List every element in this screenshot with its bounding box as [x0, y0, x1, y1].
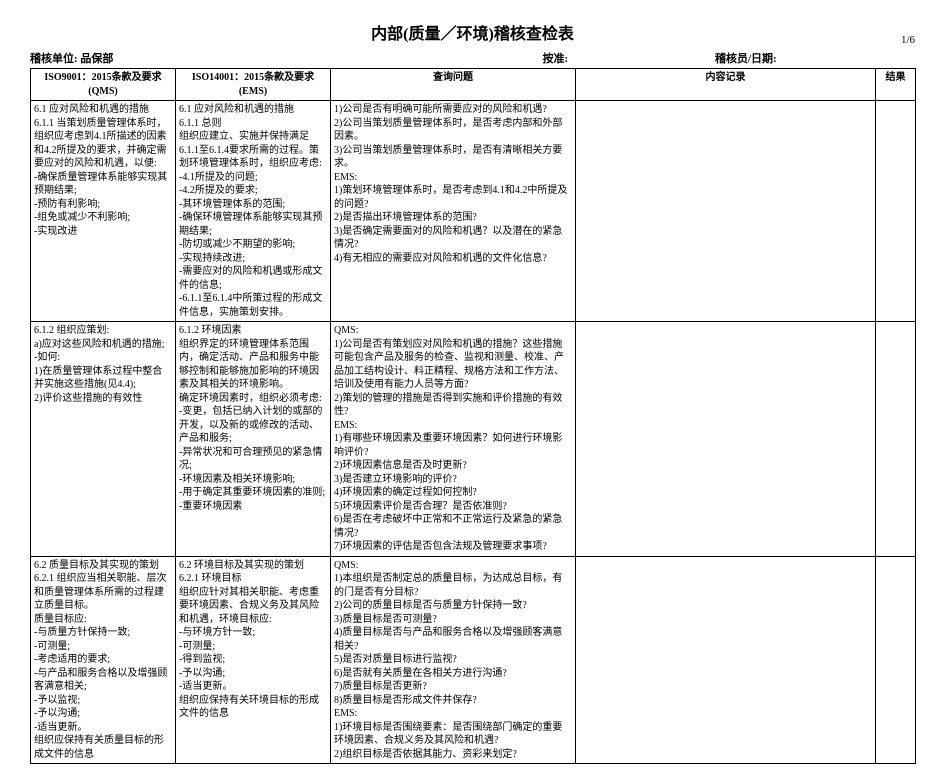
cell-text: QMS: 1)本组织是否制定总的质量目标，为达成总目标，有的门是否有分目标? 2…	[334, 559, 572, 762]
cell-text: 6.1 应对风险和机遇的措施 6.1.1 当策划质量管理体系时，组织应考虑到4.…	[34, 103, 172, 238]
audit-check-table: ISO9001：2015条款及要求(QMS) ISO14001：2015条款及要…	[30, 68, 916, 764]
cell-result	[876, 556, 916, 764]
cell-qms: 6.1 应对风险和机遇的措施 6.1.1 当策划质量管理体系时，组织应考虑到4.…	[31, 101, 176, 322]
cell-question: QMS: 1)公司是否有策划应对风险和机遇的措施？这些措施可能包含产品及服务的检…	[331, 322, 576, 557]
col-header-question: 查询问题	[331, 69, 576, 101]
col-header-ems: ISO14001：2015条款及要求(EMS)	[176, 69, 331, 101]
unit-value: 品保部	[80, 53, 113, 65]
header-info-row: 稽核单位: 品保部 按准: 稽核员/日期:	[30, 50, 915, 66]
col-header-result: 结果	[876, 69, 916, 101]
cell-text: 6.2 质量目标及其实现的策划 6.2.1 组织应当相关职能、层次和质量管理体系…	[34, 559, 172, 762]
cell-ems: 6.2 环境目标及其实现的策划 6.2.1 环境目标 组织应针对其相关职能、考虑…	[176, 556, 331, 764]
cell-qms: 6.1.2 组织应策划: a)应对这些风险和机遇的措施; -如何: 1)在质量管…	[31, 322, 176, 557]
unit-label: 稽核单位:	[30, 53, 80, 65]
cell-question: 1)公司是否有明确可能所需要应对的风险和机遇? 2)公司当策划质量管理体系时，是…	[331, 101, 576, 322]
table-row: 6.1.2 组织应策划: a)应对这些风险和机遇的措施; -如何: 1)在质量管…	[31, 322, 916, 557]
col-header-record: 内容记录	[576, 69, 876, 101]
cell-ems: 6.1 应对风险和机遇的措施 6.1.1 总则 组织应建立、实施并保持满足6.1…	[176, 101, 331, 322]
cell-text: 6.1 应对风险和机遇的措施 6.1.1 总则 组织应建立、实施并保持满足6.1…	[179, 103, 327, 319]
cell-record	[576, 322, 876, 557]
table-row: 6.1 应对风险和机遇的措施 6.1.1 当策划质量管理体系时，组织应考虑到4.…	[31, 101, 916, 322]
basis-label: 按准:	[543, 53, 569, 65]
cell-text: 1)公司是否有明确可能所需要应对的风险和机遇? 2)公司当策划质量管理体系时，是…	[334, 103, 572, 265]
table-row: 6.2 质量目标及其实现的策划 6.2.1 组织应当相关职能、层次和质量管理体系…	[31, 556, 916, 764]
cell-text: 6.1.2 环境因素 组织界定的环境管理体系范围内，确定活动、产品和服务中能够控…	[179, 324, 327, 513]
cell-qms: 6.2 质量目标及其实现的策划 6.2.1 组织应当相关职能、层次和质量管理体系…	[31, 556, 176, 764]
cell-ems: 6.1.2 环境因素 组织界定的环境管理体系范围内，确定活动、产品和服务中能够控…	[176, 322, 331, 557]
cell-result	[876, 322, 916, 557]
cell-text: 6.1.2 组织应策划: a)应对这些风险和机遇的措施; -如何: 1)在质量管…	[34, 324, 172, 405]
auditor-date-label: 稽核员/日期:	[715, 53, 777, 65]
cell-record	[576, 556, 876, 764]
col-header-qms: ISO9001：2015条款及要求(QMS)	[31, 69, 176, 101]
cell-result	[876, 101, 916, 322]
cell-question: QMS: 1)本组织是否制定总的质量目标，为达成总目标，有的门是否有分目标? 2…	[331, 556, 576, 764]
table-header-row: ISO9001：2015条款及要求(QMS) ISO14001：2015条款及要…	[31, 69, 916, 101]
cell-text: 6.2 环境目标及其实现的策划 6.2.1 环境目标 组织应针对其相关职能、考虑…	[179, 559, 327, 721]
cell-text: QMS: 1)公司是否有策划应对风险和机遇的措施？这些措施可能包含产品及服务的检…	[334, 324, 572, 554]
cell-record	[576, 101, 876, 322]
